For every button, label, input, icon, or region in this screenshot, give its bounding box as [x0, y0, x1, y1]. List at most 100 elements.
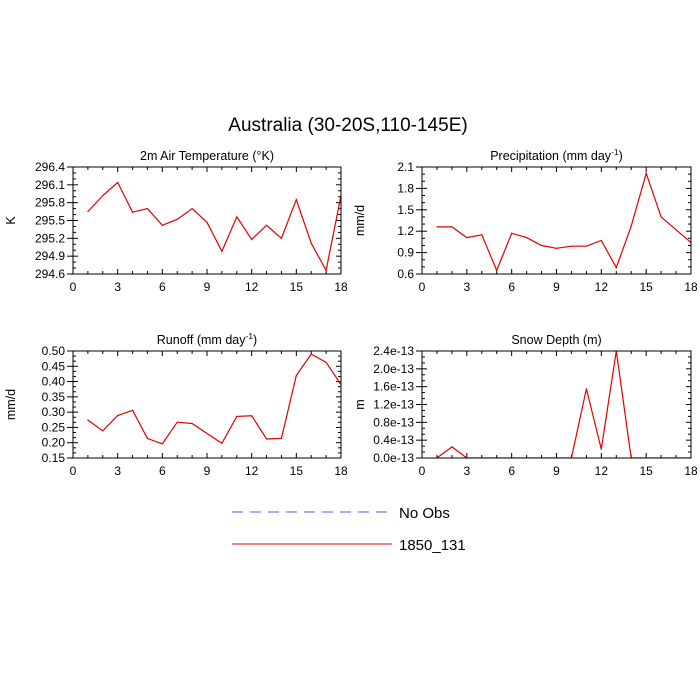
panel-title: Runoff (mm day-1) [157, 331, 257, 347]
data-point [236, 216, 238, 218]
figure-title: Australia (30-20S,110-145E) [228, 115, 467, 136]
data-point [146, 208, 149, 210]
data-point [87, 210, 89, 213]
data-point [615, 266, 617, 269]
data-point [236, 415, 238, 418]
y-axis-label: m [353, 399, 367, 409]
x-tick-label: 9 [553, 280, 560, 294]
y-tick-label: 1.2 [397, 224, 414, 238]
x-tick-label: 9 [553, 464, 560, 478]
plot-frame [72, 166, 342, 275]
x-tick-label: 0 [70, 280, 77, 294]
data-point [660, 216, 662, 218]
chart-panel-3: Runoff (mm day-1) mm/d 0 3 6 9 12 15 18 0.150.20 0… [4, 331, 348, 478]
data-point [161, 443, 163, 445]
chart-panel-1: 2m Air Temperature (°K) K 0 3 6 9 12 15 18 294.6 2… [4, 149, 348, 294]
x-tick-label: 0 [70, 464, 77, 478]
x-tick-label: 15 [639, 464, 653, 478]
y-tick-label: 0.20 [42, 436, 66, 450]
data-point [585, 245, 587, 247]
x-tick-label: 0 [419, 280, 426, 294]
plot-frame [72, 350, 342, 459]
x-tick-label: 3 [463, 280, 470, 294]
plot-frame [421, 350, 692, 459]
data-point [146, 437, 149, 440]
data-point [295, 374, 297, 377]
data-point [600, 239, 602, 242]
legend-label-1: No Obs [399, 505, 450, 522]
panel-title: Snow Depth (m) [511, 333, 601, 347]
panel-title-main: Precipitation (mm day [490, 149, 612, 163]
x-tick-label: 3 [463, 464, 470, 478]
x-tick-label: 6 [508, 280, 515, 294]
x-tick-label: 12 [245, 280, 259, 294]
data-point [117, 414, 119, 417]
data-point [496, 269, 498, 272]
y-tick-label: 0.35 [42, 390, 66, 404]
series-line [87, 181, 341, 273]
y-tick-label: 2.0e-13 [373, 362, 414, 376]
data-point [451, 446, 453, 448]
x-tick-label: 18 [684, 280, 698, 294]
data-point [451, 226, 453, 228]
data-point [131, 211, 134, 213]
data-point [325, 361, 327, 363]
y-tick-label: 296.1 [35, 178, 65, 192]
data-point [251, 238, 253, 241]
data-point [540, 244, 543, 247]
y-tick-label: 0.8e-13 [373, 415, 414, 429]
x-tick-label: 3 [114, 464, 121, 478]
y-tick-label: 0.6 [397, 267, 414, 281]
x-tick-label: 6 [508, 464, 515, 478]
data-point [102, 194, 104, 197]
panel-title: Precipitation (mm day-1) [490, 147, 623, 163]
x-tick-label: 18 [684, 464, 698, 478]
series-line [87, 353, 341, 445]
data-point [191, 422, 193, 425]
panels: 2m Air Temperature (°K) K 0 3 6 9 12 15 18 294.6 2… [4, 147, 698, 478]
series-line [436, 351, 691, 458]
plot-frame [421, 166, 692, 275]
data-point [310, 242, 312, 244]
y-tick-label: 1.8 [397, 181, 414, 195]
legend-label-2: 1850_131 [399, 537, 466, 554]
y-tick-label: 0.30 [42, 405, 66, 419]
data-point [585, 388, 587, 390]
x-tick-label: 18 [334, 464, 348, 478]
data-point [265, 438, 268, 440]
data-point [251, 415, 253, 417]
y-tick-label: 0.4e-13 [373, 433, 414, 447]
y-axis-label: mm/d [353, 205, 367, 236]
panel-title-end: ) [253, 333, 257, 347]
x-tick-label: 12 [595, 280, 609, 294]
panel-title-end: ) [619, 149, 623, 163]
y-tick-label: 0.50 [42, 344, 66, 358]
x-tick-label: 9 [204, 464, 211, 478]
data-point [131, 409, 134, 411]
y-tick-label: 296.4 [35, 160, 65, 174]
x-tick-label: 3 [114, 280, 121, 294]
y-tick-label: 0.45 [42, 359, 66, 373]
y-tick-label: 1.6e-13 [373, 380, 414, 394]
y-tick-label: 0.9 [397, 246, 414, 260]
data-point [526, 237, 528, 239]
y-tick-label: 2.4e-13 [373, 344, 414, 358]
data-point [206, 221, 208, 223]
data-point [600, 448, 602, 450]
data-point [206, 432, 208, 435]
data-point [675, 229, 677, 231]
y-axis-label: mm/d [4, 389, 18, 420]
y-tick-label: 294.6 [35, 267, 65, 281]
data-point [176, 218, 178, 220]
y-tick-label: 1.2e-13 [373, 398, 414, 412]
panel-title: 2m Air Temperature (°K) [140, 149, 274, 163]
x-tick-label: 18 [334, 280, 348, 294]
data-point [555, 247, 558, 249]
panel-title-sup: -1 [611, 147, 619, 157]
panel-title-sup: -1 [245, 331, 253, 341]
chart-panel-4: Snow Depth (m) m 0 3 6 9 12 15 18 0.0e-13 0.4e-13 0… [353, 333, 698, 478]
data-point [87, 419, 89, 421]
data-point [280, 437, 283, 440]
data-point [325, 269, 327, 272]
